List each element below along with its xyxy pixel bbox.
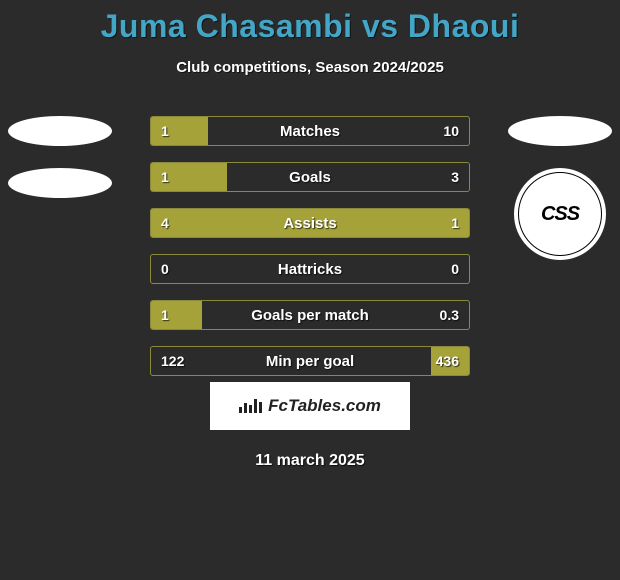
player-right-badges: CSS	[508, 116, 612, 260]
player-right-badge-1	[508, 116, 612, 146]
subtitle: Club competitions, Season 2024/2025	[0, 59, 620, 76]
stat-label: Goals per match	[151, 301, 469, 329]
stat-row: 110Matches	[150, 116, 470, 146]
stat-row: 13Goals	[150, 162, 470, 192]
stat-row: 122436Min per goal	[150, 346, 470, 376]
stat-row: 00Hattricks	[150, 254, 470, 284]
stat-row: 41Assists	[150, 208, 470, 238]
player-left-badge-1	[8, 116, 112, 146]
player-right-club-badge: CSS	[514, 168, 606, 260]
stat-label: Min per goal	[151, 347, 469, 375]
source-logo: FcTables.com	[210, 382, 410, 430]
stat-label: Assists	[151, 209, 469, 237]
comparison-infographic: Juma Chasambi vs Dhaoui Club competition…	[0, 0, 620, 470]
stat-row: 10.3Goals per match	[150, 300, 470, 330]
logo-bars-icon	[239, 399, 262, 413]
date-label: 11 march 2025	[0, 452, 620, 470]
player-left-badge-2	[8, 168, 112, 198]
stat-label: Matches	[151, 117, 469, 145]
stat-label: Goals	[151, 163, 469, 191]
logo-text: FcTables.com	[268, 396, 381, 416]
player-left-badges	[8, 116, 112, 220]
comparison-bars: 110Matches 13Goals 41Assists 00Hattricks 10.…	[150, 116, 470, 376]
stat-label: Hattricks	[151, 255, 469, 283]
page-title: Juma Chasambi vs Dhaoui	[0, 8, 620, 45]
club-badge-ring	[518, 172, 602, 256]
chart-area: CSS 110Matches 13Goals 41Assists 00Hattrick…	[0, 116, 620, 376]
